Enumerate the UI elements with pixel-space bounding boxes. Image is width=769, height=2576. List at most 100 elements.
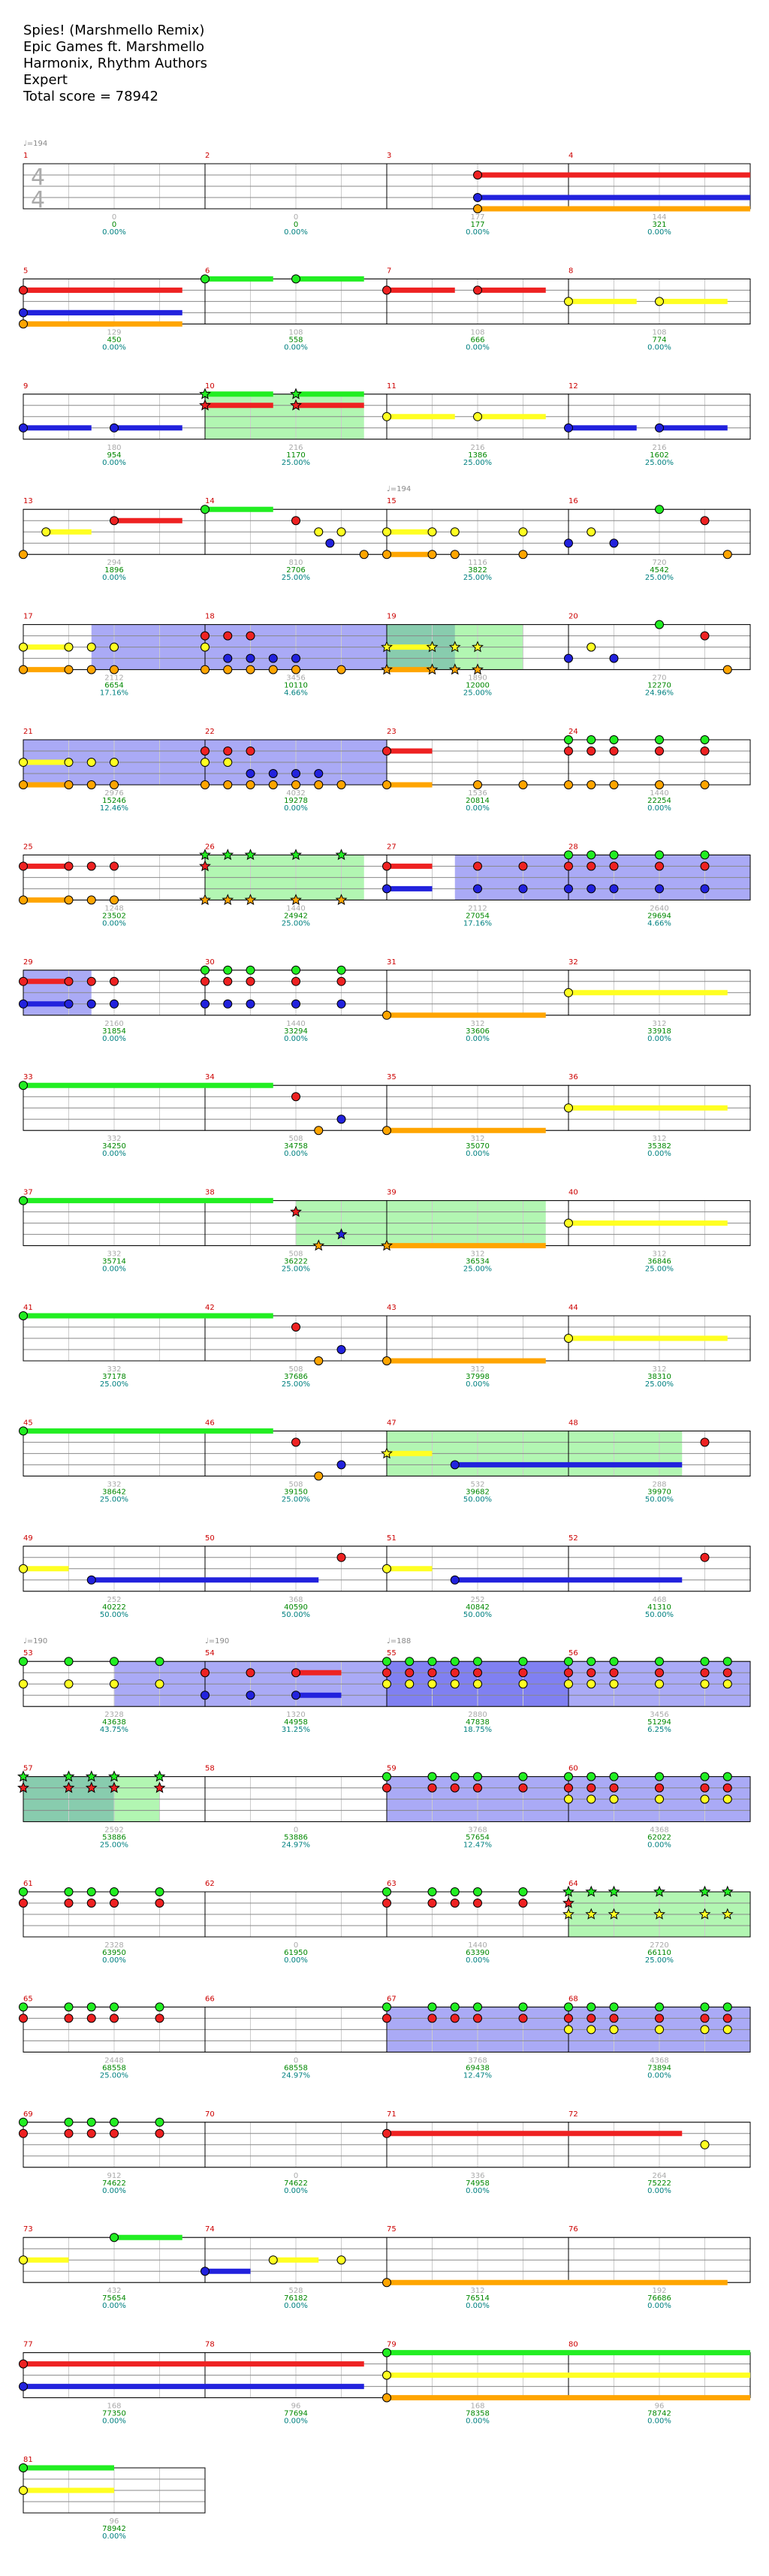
- cumulative-score: 74958: [466, 2179, 490, 2188]
- note-yellow: [110, 1679, 119, 1689]
- note-green: [722, 1657, 732, 1667]
- note-red: [64, 976, 74, 986]
- note-yellow: [587, 2025, 596, 2035]
- note-yellow: [564, 988, 573, 997]
- note-blue: [609, 538, 619, 548]
- note-red: [564, 1668, 573, 1678]
- note-blue: [336, 1115, 346, 1124]
- note-blue: [223, 653, 233, 663]
- cumulative-score: 774: [652, 336, 666, 344]
- note-yellow: [450, 1679, 460, 1689]
- measure-number: 20: [568, 613, 578, 621]
- note-orange: [382, 2278, 391, 2288]
- measure-number: 53: [23, 1649, 33, 1658]
- base-score: 168: [470, 2403, 484, 2411]
- cumulative-score: 75654: [102, 2294, 126, 2303]
- measure-number: 79: [387, 2341, 397, 2349]
- cumulative-score: 40222: [102, 1603, 126, 1612]
- measure-number: 44: [568, 1304, 578, 1312]
- star-note-green: [244, 849, 257, 861]
- star-power-percent: 0.00%: [647, 2187, 671, 2195]
- note-yellow: [700, 2025, 710, 2035]
- note-green: [110, 1657, 119, 1667]
- note-green: [19, 1196, 28, 1205]
- star-power-percent: 0.00%: [102, 919, 126, 928]
- note-green: [427, 2002, 437, 2012]
- note-blue: [325, 538, 335, 548]
- note-red: [450, 1899, 460, 1908]
- measure-number: 62: [205, 1880, 215, 1888]
- cumulative-score: 34758: [284, 1142, 308, 1151]
- note-yellow: [655, 1794, 664, 1804]
- cumulative-score: 57654: [466, 1834, 490, 1842]
- note-orange: [427, 550, 437, 560]
- note-red: [587, 1783, 596, 1793]
- base-score: 810: [288, 559, 303, 567]
- note-blue: [201, 999, 210, 1009]
- note-blue: [473, 884, 482, 894]
- note-green: [201, 965, 210, 975]
- base-score: 144: [652, 213, 666, 222]
- star-power-percent: 0.00%: [647, 2302, 671, 2310]
- cumulative-score: 44958: [284, 1718, 308, 1727]
- measure-number: 51: [387, 1534, 397, 1543]
- note-yellow: [19, 1564, 28, 1573]
- note-orange: [722, 550, 732, 560]
- cumulative-score: 51294: [647, 1718, 671, 1727]
- star-note-green: [153, 1770, 166, 1782]
- base-score: 508: [288, 1250, 303, 1259]
- measure-number: 27: [387, 843, 397, 851]
- star-note-orange: [426, 663, 439, 675]
- star-power-percent: 0.00%: [647, 804, 671, 813]
- note-red: [587, 2013, 596, 2023]
- note-orange: [291, 665, 300, 674]
- note-blue: [314, 769, 324, 778]
- star-power-percent: 50.00%: [463, 1495, 492, 1504]
- note-green: [382, 1887, 391, 1896]
- measure-number: 54: [205, 1649, 215, 1658]
- note-orange: [86, 895, 96, 905]
- note-red: [655, 1783, 664, 1793]
- note-blue: [246, 999, 255, 1009]
- base-score: 1320: [286, 1711, 305, 1719]
- note-yellow: [722, 1679, 732, 1689]
- note-green: [700, 735, 710, 744]
- cumulative-score: 19278: [284, 797, 308, 805]
- note-green: [450, 1772, 460, 1781]
- note-blue: [110, 423, 119, 433]
- measure-number: 26: [205, 843, 215, 851]
- star-power-percent: 0.00%: [466, 343, 490, 351]
- note-yellow: [382, 1679, 391, 1689]
- cumulative-score: 37998: [466, 1373, 490, 1381]
- note-orange: [336, 665, 346, 674]
- star-power-percent: 12.47%: [463, 2071, 492, 2080]
- note-orange: [246, 665, 255, 674]
- star-note-yellow: [721, 1908, 734, 1920]
- cumulative-score: 666: [470, 336, 484, 344]
- note-yellow: [223, 758, 233, 767]
- base-score: 332: [107, 1135, 121, 1143]
- note-yellow: [518, 1679, 528, 1689]
- base-score: 108: [652, 328, 666, 336]
- note-green: [155, 2002, 164, 2012]
- base-score: 312: [470, 2287, 484, 2295]
- star-power-percent: 25.00%: [100, 2071, 128, 2080]
- base-score: 2112: [104, 674, 123, 683]
- note-red: [450, 1783, 460, 1793]
- note-red: [473, 1668, 482, 1678]
- note-green: [382, 2348, 391, 2357]
- note-orange: [110, 895, 119, 905]
- note-green: [518, 1887, 528, 1896]
- note-orange: [201, 780, 210, 789]
- measure-number: 56: [568, 1649, 578, 1658]
- star-note-red: [199, 860, 211, 872]
- cumulative-score: 35714: [102, 1258, 126, 1266]
- measure-number: 63: [387, 1880, 397, 1888]
- cumulative-score: 74622: [102, 2179, 126, 2188]
- star-power-percent: 0.00%: [284, 804, 308, 813]
- note-red: [86, 2013, 96, 2023]
- note-red: [655, 2013, 664, 2023]
- note-green: [587, 850, 596, 860]
- base-score: 312: [652, 1250, 666, 1259]
- note-orange: [314, 1356, 324, 1365]
